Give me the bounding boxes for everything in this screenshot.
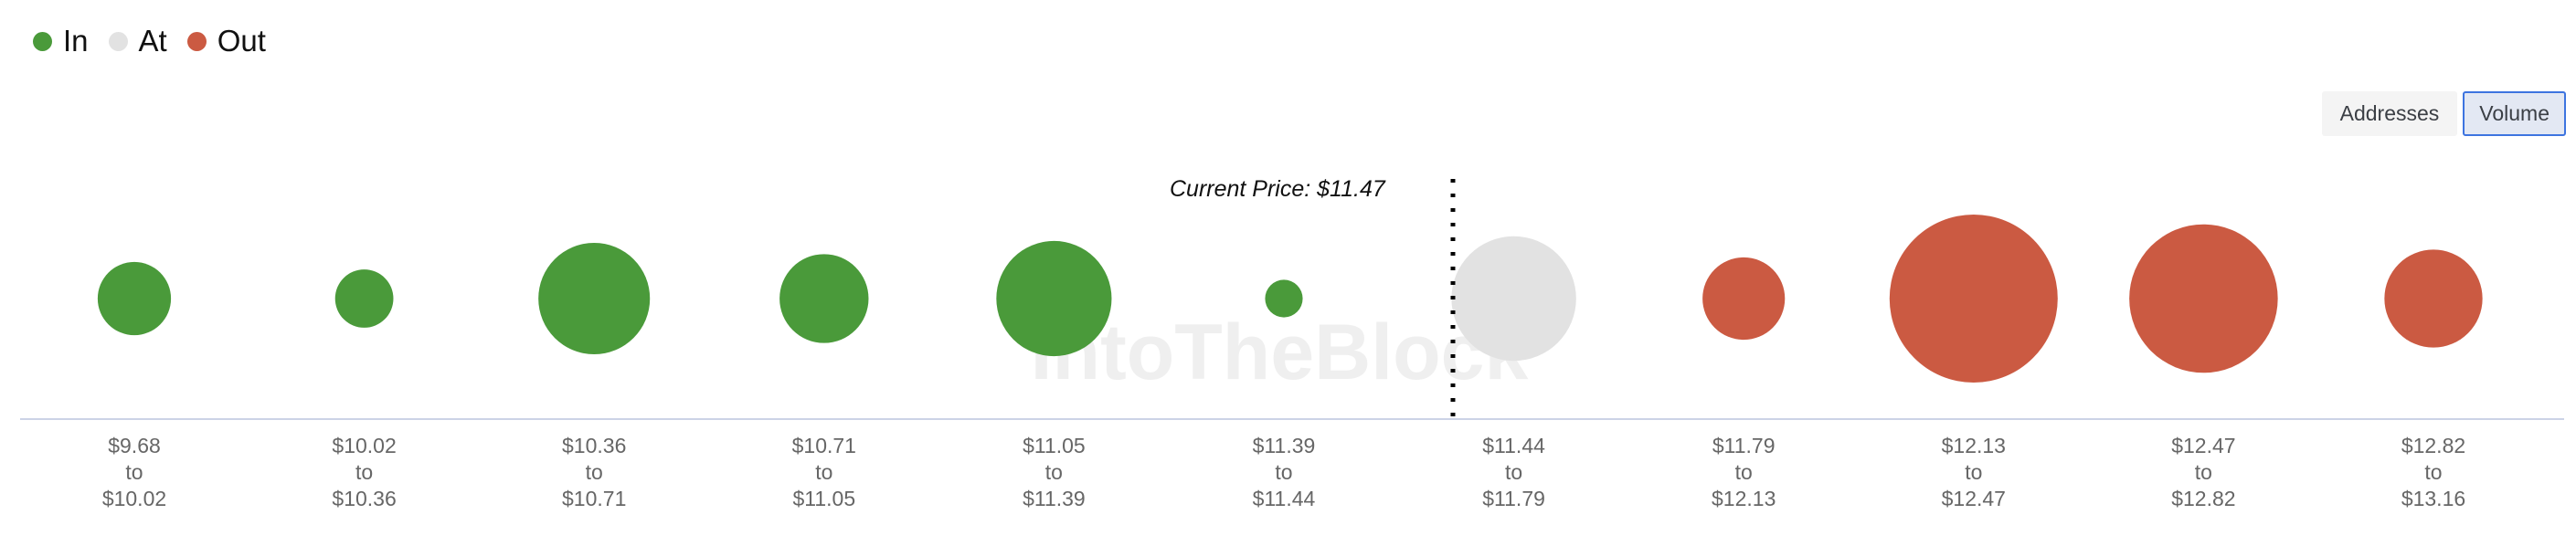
in-dot-icon — [33, 31, 52, 51]
bubble-in[interactable] — [538, 242, 651, 355]
range-from-label: $12.82 — [2401, 434, 2465, 457]
range-from-label: $11.05 — [1023, 434, 1086, 457]
range-from-label: $11.44 — [1482, 434, 1545, 457]
legend-item-out[interactable]: Out — [186, 24, 266, 58]
range-to-label: $11.79 — [1482, 487, 1545, 510]
at-dot-icon — [108, 31, 128, 51]
metric-toggle: Addresses Volume — [2321, 91, 2566, 136]
legend: In At Out — [33, 24, 286, 58]
range-from-label: $12.47 — [2171, 434, 2235, 457]
range-to-word: to — [1045, 460, 1063, 484]
range-to-word: to — [586, 460, 603, 484]
range-from-label: $10.71 — [792, 434, 856, 457]
range-from-label: $10.36 — [562, 434, 626, 457]
bubble-in[interactable] — [996, 240, 1112, 357]
range-to-word: to — [1965, 460, 1982, 484]
volume-button[interactable]: Volume — [2463, 91, 2566, 136]
range-from-label: $9.68 — [108, 434, 161, 457]
range-from-label: $12.13 — [1942, 434, 2006, 457]
bubble-out[interactable] — [2129, 224, 2278, 373]
range-to-word: to — [2424, 460, 2442, 484]
range-to-label: $12.47 — [1942, 487, 2006, 510]
range-from-label: $11.79 — [1712, 434, 1776, 457]
bubble-at[interactable] — [1451, 236, 1576, 362]
bubble-out[interactable] — [1702, 257, 1786, 341]
range-to-label: $13.16 — [2401, 487, 2465, 510]
legend-item-at[interactable]: At — [108, 24, 167, 58]
range-to-label: $12.82 — [2171, 487, 2235, 510]
range-to-word: to — [815, 460, 832, 484]
current-price-label: Current Price: $11.47 — [1170, 176, 1386, 202]
range-to-label: $11.39 — [1023, 487, 1086, 510]
bubble-in[interactable] — [97, 261, 172, 336]
legend-label: Out — [217, 24, 266, 58]
legend-label: In — [63, 24, 89, 58]
watermark: IntoTheBlock — [1031, 309, 1529, 396]
range-from-label: $11.39 — [1253, 434, 1316, 457]
bubble-in[interactable] — [779, 254, 869, 343]
range-to-word: to — [355, 460, 373, 484]
out-dot-icon — [186, 31, 207, 51]
range-to-label: $10.71 — [562, 487, 626, 510]
legend-item-in[interactable]: In — [33, 24, 89, 58]
range-to-word: to — [2195, 460, 2212, 484]
range-to-label: $10.02 — [102, 487, 166, 510]
range-to-label: $12.13 — [1712, 487, 1776, 510]
bubble-out[interactable] — [2384, 249, 2483, 348]
range-to-word: to — [125, 460, 143, 484]
legend-label: At — [138, 24, 167, 58]
range-from-label: $10.02 — [332, 434, 396, 457]
range-to-label: $10.36 — [332, 487, 396, 510]
bubble-in[interactable] — [334, 269, 394, 328]
range-to-label: $11.44 — [1253, 487, 1316, 510]
range-to-label: $11.05 — [792, 487, 855, 510]
range-to-word: to — [1505, 460, 1522, 484]
range-to-word: to — [1735, 460, 1753, 484]
range-to-word: to — [1275, 460, 1292, 484]
bubble-in[interactable] — [1265, 279, 1303, 318]
addresses-button[interactable]: Addresses — [2321, 91, 2458, 136]
bubble-out[interactable] — [1889, 215, 2058, 383]
